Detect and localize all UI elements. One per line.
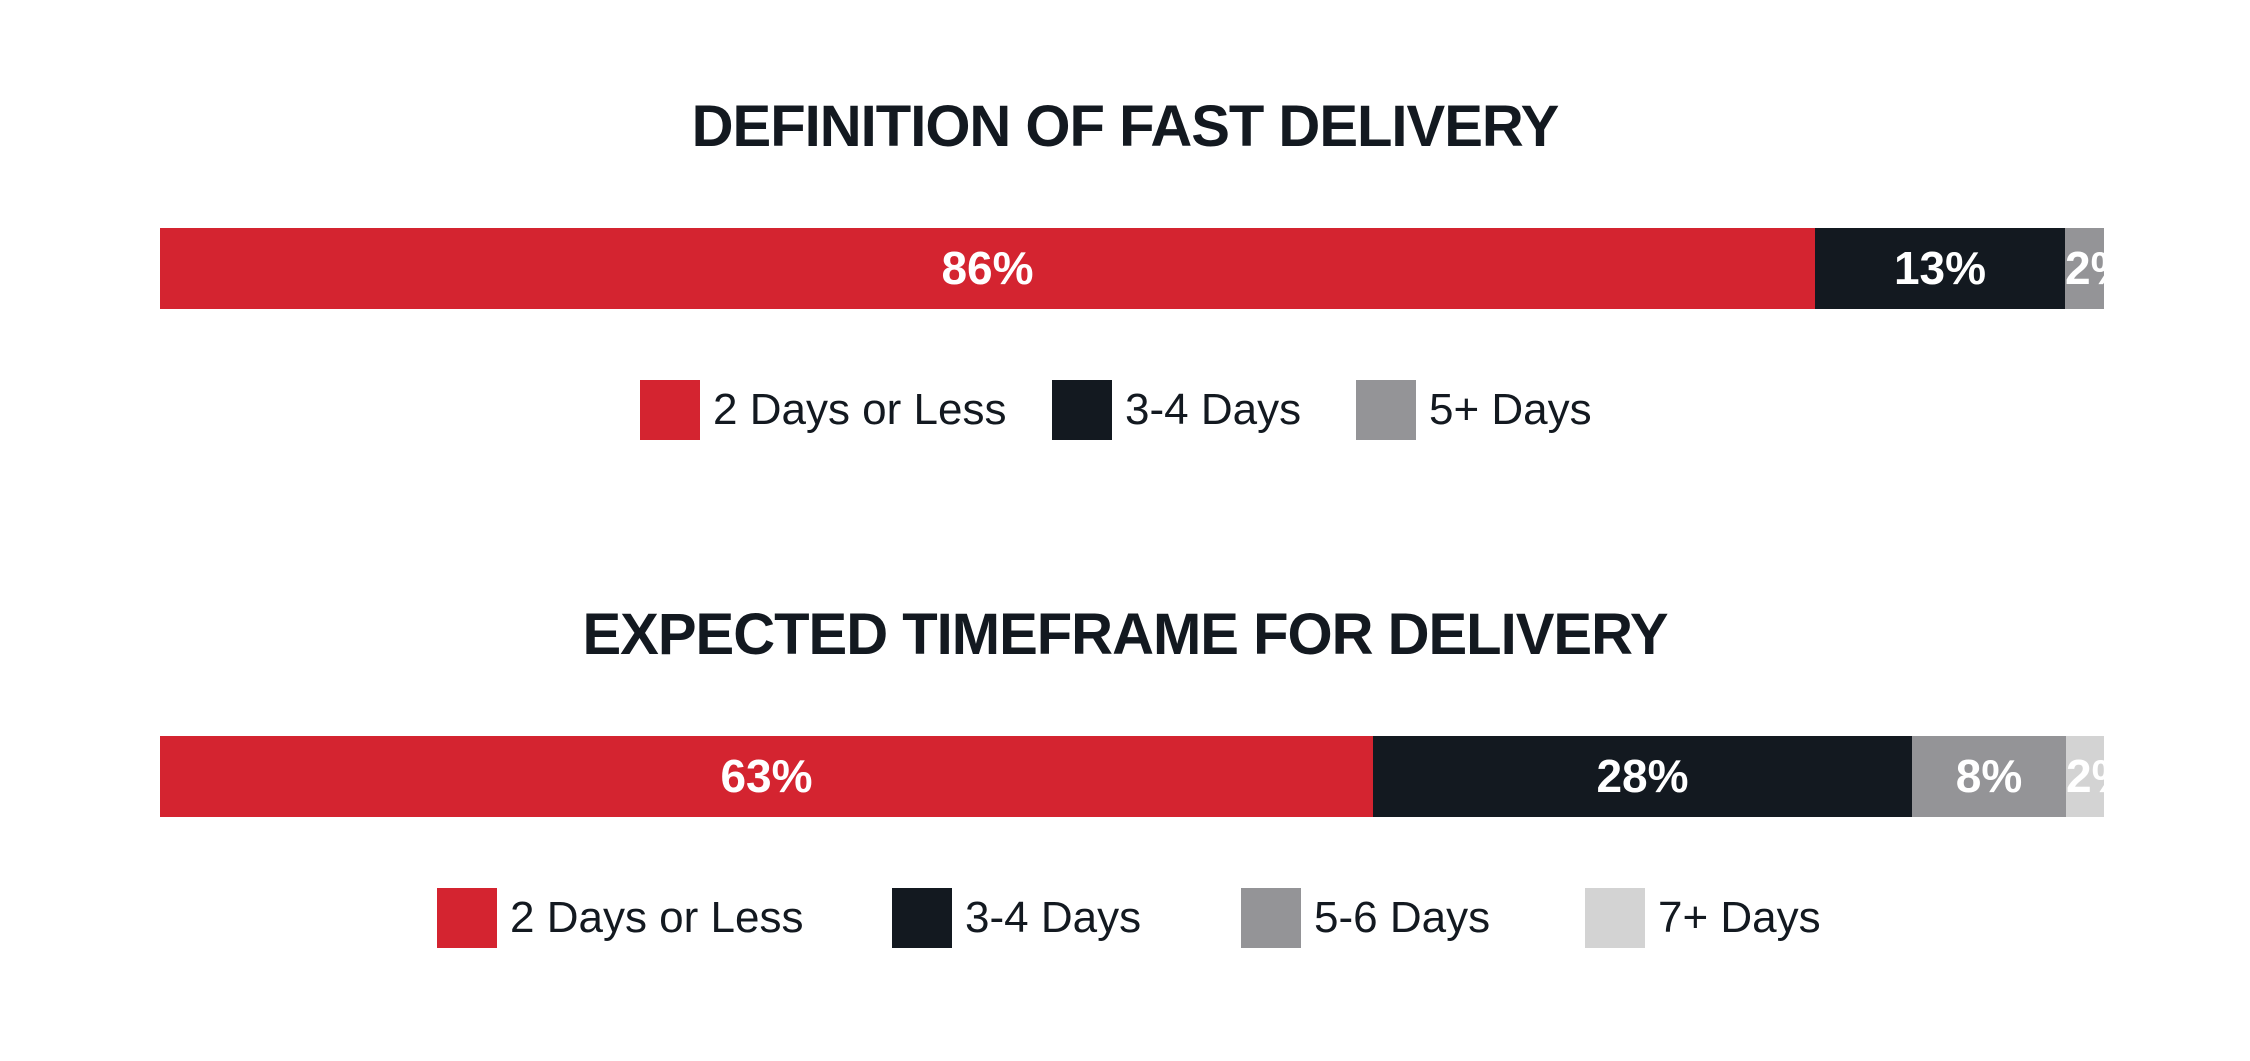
bar-segment — [2065, 228, 2104, 309]
legend-swatch — [892, 888, 952, 948]
bar-segment — [1373, 736, 1912, 817]
legend-label: 5+ Days — [1429, 385, 1592, 434]
legend-swatch — [437, 888, 497, 948]
legend-item: 2 Days or Less — [640, 380, 1006, 440]
bar-value-label: 8% — [1955, 750, 2023, 802]
bar-segment — [160, 736, 1373, 817]
legend-item: 5+ Days — [1356, 380, 1592, 440]
legend-item: 3-4 Days — [892, 888, 1141, 948]
legend-label: 2 Days or Less — [510, 893, 804, 942]
bar-segment — [1815, 228, 2065, 309]
stacked-bar: 86% 13% 2% — [160, 228, 2132, 309]
bar-segment — [1912, 736, 2066, 817]
legend-item: 7+ Days — [1585, 888, 1821, 948]
legend-label: 5-6 Days — [1314, 893, 1491, 942]
legend-swatch — [640, 380, 700, 440]
bar-segment — [160, 228, 1815, 309]
bar-value-label: 2% — [2066, 750, 2133, 802]
bar-segment — [2066, 736, 2104, 817]
legend-label: 3-4 Days — [965, 893, 1142, 942]
legend-swatch — [1356, 380, 1416, 440]
legend-label: 7+ Days — [1658, 893, 1821, 942]
chart-title: EXPECTED TIMEFRAME FOR DELIVERY — [582, 602, 1668, 667]
legend-swatch — [1241, 888, 1301, 948]
legend-swatch — [1052, 380, 1112, 440]
bar-value-label: 63% — [720, 750, 813, 802]
bar-value-label: 13% — [1893, 242, 1987, 294]
legend-item: 2 Days or Less — [437, 888, 803, 948]
legend-label: 2 Days or Less — [713, 385, 1007, 434]
bar-value-label: 28% — [1596, 750, 1689, 802]
legend-label: 3-4 Days — [1125, 385, 1302, 434]
legend-swatch — [1585, 888, 1645, 948]
legend-item: 3-4 Days — [1052, 380, 1301, 440]
stacked-bar: 63% 28% 8% 2% — [160, 736, 2133, 817]
bar-value-label: 86% — [941, 242, 1034, 294]
legend-item: 5-6 Days — [1241, 888, 1490, 948]
chart-title: DEFINITION OF FAST DELIVERY — [691, 94, 1560, 159]
bar-value-label: 2% — [2065, 242, 2132, 294]
